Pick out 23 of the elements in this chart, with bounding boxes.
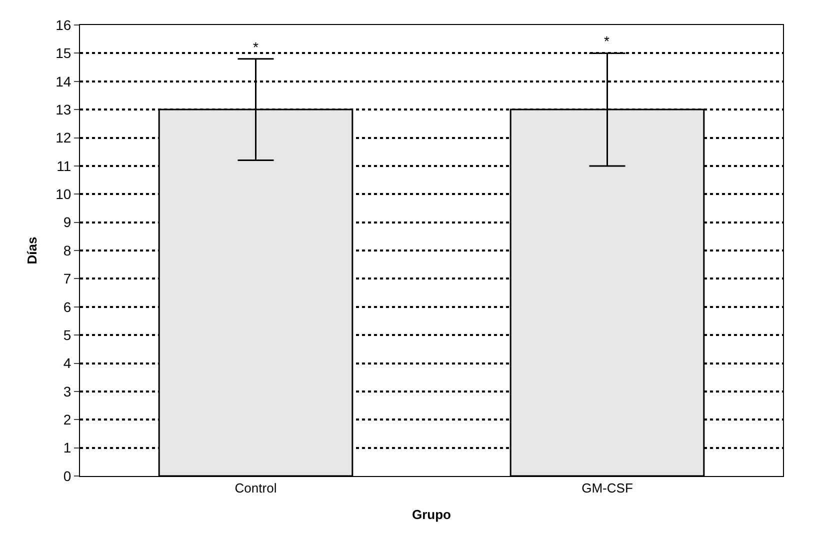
y-tick-label: 3 bbox=[63, 383, 72, 400]
y-tick-label: 7 bbox=[63, 270, 72, 287]
y-tick-label: 5 bbox=[63, 326, 72, 343]
y-tick-label: 14 bbox=[56, 73, 72, 90]
y-tick-label: 10 bbox=[56, 186, 72, 202]
y-tick-label: 15 bbox=[56, 45, 72, 62]
y-tick-label: 8 bbox=[63, 242, 72, 258]
x-tick-label: GM-CSF bbox=[582, 480, 633, 496]
y-tick-label: 11 bbox=[56, 158, 72, 174]
y-tick-label: 6 bbox=[63, 298, 72, 315]
x-tick-label: Control bbox=[234, 480, 277, 496]
y-tick-label: 4 bbox=[63, 355, 72, 372]
x-axis-title: Grupo bbox=[412, 507, 452, 522]
annotation: * bbox=[604, 33, 610, 49]
y-tick-label: 9 bbox=[63, 214, 72, 230]
y-axis-title: Días bbox=[24, 236, 40, 264]
y-tick-label: 16 bbox=[56, 16, 72, 33]
y-tick-label: 12 bbox=[56, 130, 72, 146]
y-tick-label: 1 bbox=[63, 440, 72, 456]
y-tick-label: 2 bbox=[63, 412, 72, 428]
annotation: * bbox=[253, 39, 259, 55]
y-tick-label: 0 bbox=[63, 468, 72, 484]
y-tick-label: 13 bbox=[56, 101, 72, 118]
